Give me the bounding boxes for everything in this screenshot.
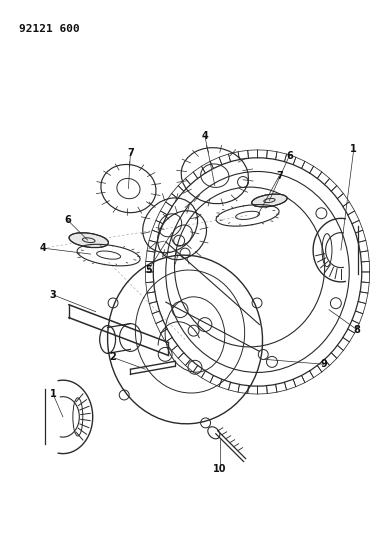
Text: 9: 9	[320, 359, 327, 369]
Text: 4: 4	[40, 243, 47, 253]
Text: 92121 600: 92121 600	[19, 24, 80, 34]
Text: 6: 6	[286, 151, 293, 161]
Text: 4: 4	[202, 131, 208, 141]
Ellipse shape	[252, 194, 287, 207]
Text: 8: 8	[353, 325, 360, 335]
Ellipse shape	[69, 233, 108, 248]
Text: 1: 1	[350, 144, 357, 154]
Text: 7: 7	[276, 171, 283, 181]
Text: 3: 3	[50, 290, 57, 300]
Text: 7: 7	[127, 148, 134, 158]
Text: 2: 2	[109, 352, 116, 362]
Text: 1: 1	[50, 389, 57, 399]
Text: 5: 5	[145, 265, 152, 275]
Text: 10: 10	[213, 464, 227, 473]
Text: 6: 6	[65, 215, 71, 225]
